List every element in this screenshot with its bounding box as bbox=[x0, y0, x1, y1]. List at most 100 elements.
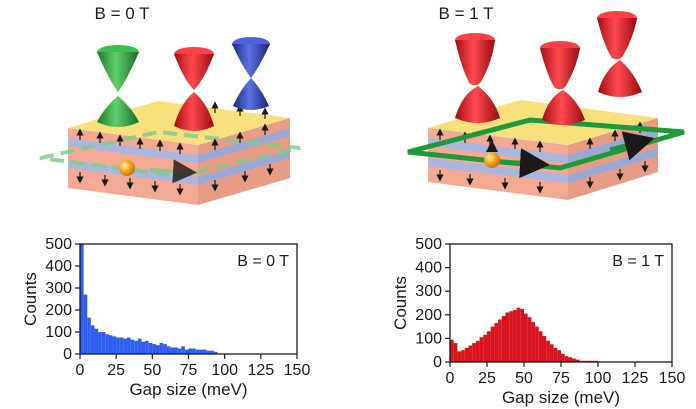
hist-left-bar bbox=[195, 349, 200, 354]
hist-right-bar bbox=[553, 347, 558, 362]
hist-left-bar bbox=[137, 338, 142, 354]
hist-right-xtick-label: 50 bbox=[515, 370, 533, 387]
hist-right-ylabel: Counts bbox=[391, 276, 410, 330]
hist-left-bar bbox=[119, 337, 124, 354]
hist-left-bar bbox=[90, 325, 95, 354]
hist-left-field-label: B = 0 T bbox=[237, 253, 289, 270]
hist-right-bar bbox=[483, 334, 487, 362]
edge-channel-left bbox=[39, 129, 301, 179]
hist-left-bar bbox=[105, 334, 109, 354]
dirac-cone-green bbox=[97, 45, 139, 127]
hist-left-ytick-label: 300 bbox=[45, 280, 72, 297]
hist-left-bar bbox=[159, 343, 164, 354]
hist-left-bar bbox=[127, 337, 131, 354]
hist-left-bar bbox=[188, 348, 193, 354]
hist-right-bar bbox=[546, 340, 550, 362]
hist-left-xtick-label: 50 bbox=[143, 362, 161, 379]
hist-right-bar bbox=[535, 326, 539, 362]
hist-left-bar bbox=[101, 332, 106, 354]
hist-right-xtick-label: 100 bbox=[585, 370, 612, 387]
hist-right-bar bbox=[490, 326, 495, 362]
slab-right bbox=[407, 100, 685, 200]
edge-channel-left-arrow bbox=[149, 159, 197, 184]
hist-right-bar bbox=[505, 312, 510, 362]
hist-right-ytick-label: 200 bbox=[415, 307, 442, 324]
slab-left-layer-blue-1 bbox=[68, 138, 198, 163]
slab-left-layer-blue-1r bbox=[198, 128, 290, 163]
hist-right-xtick-label: 125 bbox=[622, 370, 649, 387]
hist-left-bar bbox=[155, 345, 160, 354]
hist-left-xtick-label: 100 bbox=[211, 362, 238, 379]
hist-left-bar bbox=[112, 336, 117, 354]
hist-left-ytick-label: 500 bbox=[45, 236, 72, 253]
hist-left-bar bbox=[199, 349, 203, 354]
hist-left-bar bbox=[174, 347, 178, 354]
hist-left-xtick-label: 150 bbox=[284, 362, 311, 379]
hist-left-ytick-label: 400 bbox=[45, 258, 72, 275]
hist-left-ylabel: Counts bbox=[21, 272, 40, 326]
hist-left-bar bbox=[87, 317, 91, 354]
hist-right-ytick-label: 300 bbox=[415, 283, 442, 300]
hist-right-xtick-label: 150 bbox=[659, 370, 686, 387]
hist-left-bar bbox=[98, 332, 102, 354]
hist-right-bar bbox=[564, 356, 569, 362]
hist-right-bar bbox=[538, 331, 543, 362]
hist-right-bar bbox=[572, 358, 576, 362]
hist-right-bar bbox=[464, 347, 469, 362]
hist-left-bar bbox=[170, 347, 175, 354]
hist-right-bar bbox=[520, 308, 524, 362]
hist-right-ytick-label: 100 bbox=[415, 330, 442, 347]
hist-left-bar bbox=[177, 348, 182, 354]
hist-right-bar bbox=[524, 313, 528, 362]
hist-left-bar bbox=[181, 346, 185, 354]
hist-left-bar bbox=[123, 338, 128, 354]
hist-left-bar bbox=[206, 350, 211, 354]
hist-left-bar bbox=[116, 337, 120, 354]
gapped-cone-red-3 bbox=[597, 11, 642, 97]
hist-right-xtick-label: 0 bbox=[446, 370, 455, 387]
hist-left-ytick-label: 100 bbox=[45, 324, 72, 341]
hist-right-xtick-label: 25 bbox=[478, 370, 496, 387]
hist-right-bar bbox=[472, 343, 476, 362]
hist-left-bar bbox=[213, 351, 218, 354]
hist-right-bar bbox=[509, 311, 513, 362]
electron-right bbox=[484, 152, 500, 168]
hist-left-bar bbox=[108, 335, 113, 354]
hist-right-bar bbox=[527, 317, 532, 362]
hist-left-bar bbox=[184, 349, 189, 354]
histogram-right: 0 100 200 300 400 500 0 25 50 75 100 125 150 Gap size… bbox=[391, 236, 685, 407]
dirac-cone-red-left bbox=[174, 47, 214, 131]
dirac-cone-blue bbox=[232, 37, 270, 110]
hist-left-bar bbox=[141, 341, 146, 354]
hist-left-bar bbox=[166, 346, 171, 354]
hist-right-xtick-label: 75 bbox=[552, 370, 570, 387]
hist-right-bar bbox=[494, 323, 499, 362]
slab-left-layer-blue-2r bbox=[198, 150, 290, 185]
histogram-left: 0 100 200 300 400 500 0 25 50 75 100 125 150 Gap size… bbox=[21, 236, 310, 399]
gapped-cone-red-2 bbox=[540, 41, 585, 125]
panel-title-right: B = 1 T bbox=[438, 4, 494, 23]
hist-right-bar bbox=[453, 343, 458, 362]
hist-left-xlabel: Gap size (meV) bbox=[129, 380, 247, 399]
hist-left-bar bbox=[134, 340, 138, 354]
electron-left bbox=[119, 160, 135, 176]
hist-left-bar bbox=[83, 294, 88, 354]
hist-left-bar bbox=[80, 244, 84, 354]
hist-left-bar bbox=[152, 344, 156, 354]
hist-right-bar bbox=[568, 357, 573, 362]
hist-left-bar bbox=[202, 349, 207, 354]
hist-right-field-label: B = 1 T bbox=[612, 253, 664, 270]
hist-right-xlabel: Gap size (meV) bbox=[502, 388, 620, 407]
hist-left-bar bbox=[145, 340, 149, 354]
hist-left-bar bbox=[163, 344, 167, 354]
edge-channel-right-arrow-1 bbox=[499, 148, 550, 179]
hist-right-bar bbox=[512, 310, 517, 362]
hist-right-bar bbox=[450, 339, 454, 362]
hist-right-bar bbox=[498, 319, 502, 362]
hist-left-ytick-label: 200 bbox=[45, 302, 72, 319]
hist-left-ytick-label: 0 bbox=[63, 346, 72, 363]
hist-left-xtick-label: 125 bbox=[247, 362, 274, 379]
hist-right-ytick-label: 0 bbox=[433, 354, 442, 371]
hist-right-bar bbox=[475, 340, 480, 362]
hist-left-bar bbox=[192, 348, 196, 354]
